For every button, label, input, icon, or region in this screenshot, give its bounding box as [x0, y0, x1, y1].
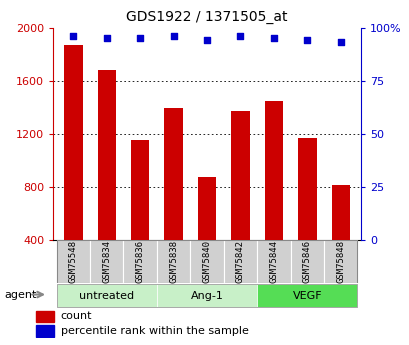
Text: VEGF: VEGF — [292, 291, 321, 301]
Bar — [256, 284, 357, 307]
Bar — [190, 240, 223, 283]
Bar — [123, 240, 157, 283]
Point — [70, 33, 76, 39]
Text: GSM75836: GSM75836 — [135, 240, 144, 283]
Bar — [164, 108, 182, 240]
Bar — [64, 45, 82, 240]
Bar — [264, 100, 282, 240]
Bar — [290, 240, 323, 283]
Point — [170, 33, 176, 39]
Text: GSM75844: GSM75844 — [269, 240, 278, 283]
Bar — [297, 138, 316, 240]
Bar — [36, 311, 54, 322]
Point — [237, 33, 243, 39]
Point — [103, 36, 110, 41]
Text: count: count — [61, 312, 92, 322]
Point — [303, 38, 310, 43]
Bar — [231, 111, 249, 240]
Bar — [131, 140, 149, 240]
Point — [137, 36, 143, 41]
Text: GSM75834: GSM75834 — [102, 240, 111, 283]
Bar — [90, 240, 123, 283]
Bar — [323, 240, 357, 283]
Text: GSM75840: GSM75840 — [202, 240, 211, 283]
Bar — [331, 185, 349, 240]
Bar — [256, 240, 290, 283]
Point — [203, 38, 210, 43]
Text: percentile rank within the sample: percentile rank within the sample — [61, 326, 248, 336]
Point — [270, 36, 276, 41]
Bar — [157, 240, 190, 283]
Bar — [198, 177, 216, 240]
Bar — [36, 325, 54, 337]
Bar — [97, 70, 116, 240]
Text: agent: agent — [4, 289, 36, 299]
Text: untreated: untreated — [79, 291, 134, 301]
Point — [337, 40, 343, 45]
Text: GSM75548: GSM75548 — [69, 240, 78, 283]
Bar — [56, 284, 157, 307]
Text: GSM75842: GSM75842 — [236, 240, 244, 283]
Text: Ang-1: Ang-1 — [190, 291, 223, 301]
Title: GDS1922 / 1371505_at: GDS1922 / 1371505_at — [126, 10, 287, 24]
Text: GSM75838: GSM75838 — [169, 240, 178, 283]
Bar — [56, 240, 90, 283]
Bar — [157, 284, 256, 307]
Bar — [223, 240, 256, 283]
Text: GSM75848: GSM75848 — [335, 240, 344, 283]
Text: GSM75846: GSM75846 — [302, 240, 311, 283]
